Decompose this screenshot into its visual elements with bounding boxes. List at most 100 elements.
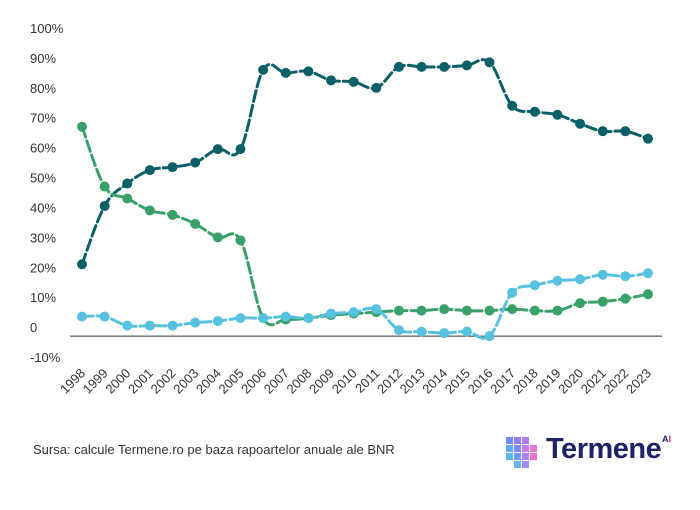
data-point [144,320,155,331]
series-line [80,271,650,340]
logo-ai-badge: AI [662,434,671,444]
data-point [190,157,201,168]
logo-wordmark: Termene [546,433,662,465]
y-tick-label: 60% [30,141,56,156]
x-tick-label: 2023 [623,366,654,397]
data-point [529,106,540,117]
data-point [643,133,653,144]
y-tick-label: 80% [30,81,56,96]
data-point [235,144,246,155]
data-point [461,305,472,316]
data-point [212,316,223,327]
y-tick-label: 0 [30,320,37,335]
data-point [280,311,291,322]
data-point [461,60,472,71]
series-3 [77,268,653,342]
y-tick-label: 30% [30,230,56,245]
y-tick-label: 70% [30,111,56,126]
series-2 [77,121,653,327]
data-point [507,287,518,298]
data-point [439,61,450,72]
series-line [80,125,650,327]
logo-cube-icon [506,437,537,468]
series-1 [77,57,653,270]
logo-badge-dot: I [668,434,672,444]
data-point [575,274,586,285]
data-point [235,313,246,324]
data-point [575,118,586,129]
data-point [167,209,178,220]
data-point [122,320,133,331]
data-point [144,205,155,216]
source-note: Sursa: calcule Termene.ro pe baza rapoar… [33,442,395,457]
data-point [303,66,314,77]
series-layer [77,57,653,342]
data-point [258,64,269,75]
data-point [212,232,223,243]
data-point [484,305,495,316]
data-point [235,235,246,246]
logo-badge-letter: A [662,434,669,444]
data-point [552,305,563,316]
data-point [439,304,450,315]
data-point [167,162,178,173]
y-axis: -10% 0 10% 20% 30% 40% 50% 60% 70% 80% 90% 100% [30,21,64,365]
data-point [620,271,631,282]
x-tick-label: 2011 [352,366,382,396]
data-point [597,269,608,280]
termene-logo: Termene AI [504,433,674,470]
data-point [597,126,608,137]
data-point [393,61,404,72]
data-point [484,57,495,68]
y-tick-label: 40% [30,200,56,215]
data-point [258,313,269,324]
data-point [99,200,110,211]
y-tick-label: 90% [30,51,56,66]
y-tick-label: 10% [30,290,56,305]
data-point [393,305,404,316]
data-point [77,311,87,322]
data-point [597,296,608,307]
data-point [416,326,427,337]
data-point [484,331,495,342]
data-point [167,320,178,331]
data-point [575,298,586,309]
data-point [144,165,155,176]
y-tick-label: -10% [30,350,61,365]
data-point [77,121,87,132]
data-point [190,317,201,328]
y-tick-label: 100% [30,21,64,36]
data-point [99,311,110,322]
data-point [77,259,87,270]
data-point [326,308,337,319]
data-point [190,218,201,229]
data-point [371,82,382,93]
data-point [348,76,359,87]
data-point [99,181,110,192]
data-point [439,328,450,339]
data-point [122,193,133,204]
series-line [80,58,650,266]
y-tick-label: 20% [30,260,56,275]
data-point [552,275,563,286]
data-point [122,178,133,189]
data-point [643,268,653,279]
y-tick-label: 50% [30,171,56,186]
data-point [529,280,540,291]
data-point [212,144,223,155]
data-point [348,307,359,318]
data-point [507,304,518,315]
data-point [507,100,518,111]
data-point [326,75,337,86]
data-point [461,326,472,337]
data-point [529,305,540,316]
data-point [552,109,563,120]
data-point [280,67,291,78]
data-point [643,289,653,300]
data-point [416,305,427,316]
data-point [416,61,427,72]
data-point [303,313,314,324]
x-axis: 1998199920002001200220032004200520062007… [57,366,654,397]
data-point [371,304,382,315]
line-chart: -10% 0 10% 20% 30% 40% 50% 60% 70% 80% 90% 100% 199… [30,21,662,397]
